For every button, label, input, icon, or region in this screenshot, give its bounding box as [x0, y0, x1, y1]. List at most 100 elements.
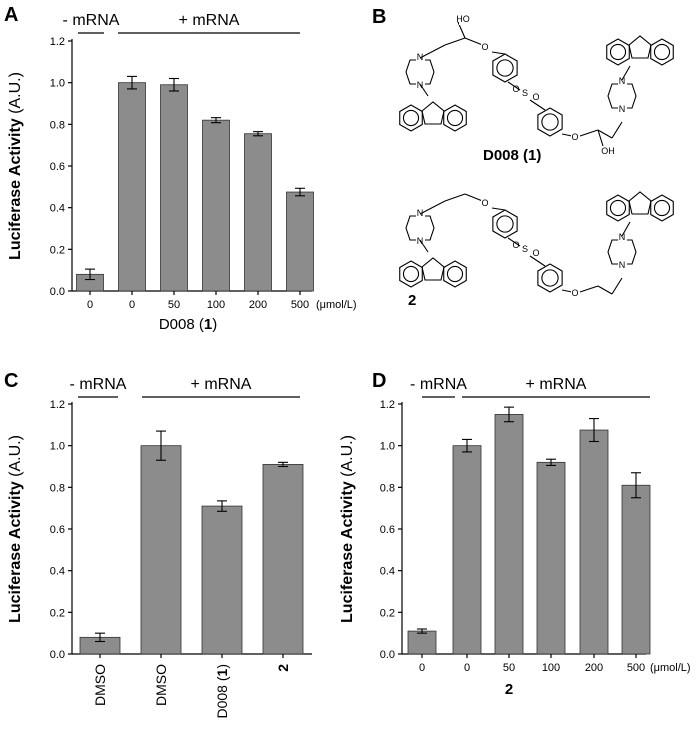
atom-bg	[512, 85, 521, 95]
y-tick-label: 0.8	[50, 119, 65, 131]
bond	[529, 255, 546, 267]
bar	[286, 191, 314, 292]
y-tick-label: 0.6	[50, 161, 65, 173]
y-tick-label: 0.8	[380, 482, 395, 494]
ring	[405, 215, 435, 241]
atom-label: O	[571, 288, 578, 298]
atom-label: O	[481, 42, 488, 52]
bond	[419, 83, 429, 97]
x-tick-label: 100	[207, 299, 225, 311]
group-label: - mRNA	[410, 376, 467, 393]
aromatic-circle	[609, 199, 627, 217]
atom-bg	[416, 81, 425, 91]
bond	[444, 37, 466, 46]
y-tick-label: 0.6	[380, 524, 395, 536]
aromatic-circle	[541, 113, 559, 131]
y-tick-label: 0.4	[380, 566, 395, 578]
bar-chart-c: 0.0 0.2 0.4 0.6 0.8 1.0 1.2 Luciferase Activity…	[7, 376, 312, 719]
aromatic-circle	[402, 265, 420, 283]
bond	[597, 129, 604, 147]
atom-label: N	[619, 76, 626, 86]
bond	[561, 133, 573, 137]
atom-bg	[618, 77, 627, 87]
y-tick-label: 1.0	[380, 441, 395, 453]
bar-chart-d: 0.0 0.2 0.4 0.6 0.8 1.0 1.2 Luciferase Activity…	[339, 376, 691, 698]
aromatic-circle	[653, 43, 671, 61]
atom-label: O	[512, 84, 519, 94]
bar-chart-a: 0.0 0.2 0.4 0.6 0.8 1.0 1.2 Luciferase Activity…	[7, 12, 357, 333]
atom-label: S	[522, 244, 528, 254]
x-unit-label: (μmol/L)	[650, 662, 691, 674]
aromatic-circle	[609, 43, 627, 61]
atom-bg	[571, 289, 580, 299]
atom-label: S	[522, 88, 528, 98]
x-tick-label: DMSO	[92, 664, 108, 706]
ring	[405, 59, 435, 85]
x-axis-title: 2	[505, 681, 513, 698]
group-label: + mRNA	[191, 376, 252, 393]
atom-label: O	[532, 92, 539, 102]
bond	[419, 44, 446, 59]
atom-bg	[604, 147, 613, 157]
atom-label: N	[417, 208, 424, 218]
x-tick-label: 50	[168, 299, 180, 311]
atom-bg	[532, 249, 541, 259]
aromatic-circle	[446, 109, 464, 127]
y-tick-label: 0.8	[50, 482, 65, 494]
atom-label: N	[417, 52, 424, 62]
y-tick-label: 0.4	[50, 203, 65, 215]
atom-label: N	[619, 104, 626, 114]
bond	[561, 289, 573, 293]
ring	[628, 35, 652, 59]
bar	[202, 119, 230, 292]
x-unit-label: (μmol/L)	[316, 299, 357, 311]
atom-label: N	[417, 236, 424, 246]
ring	[537, 263, 563, 293]
atom-label: O	[532, 248, 539, 258]
panel-letter-c: C	[4, 370, 18, 392]
x-tick-label: 0	[464, 662, 470, 674]
bond	[419, 239, 429, 253]
bar	[536, 461, 566, 655]
compound-1-label: D008 (1)	[483, 147, 541, 164]
ring	[628, 191, 652, 215]
y-tick-label: 1.2	[50, 36, 65, 48]
x-tick-label: DMSO	[153, 664, 169, 706]
y-tick-label: 0.2	[380, 607, 395, 619]
atom-bg	[416, 237, 425, 247]
atom-bg	[459, 15, 468, 25]
y-tick-label: 0.2	[50, 607, 65, 619]
bar	[621, 484, 651, 655]
bar	[262, 464, 304, 655]
x-tick-label: 0	[129, 299, 135, 311]
bond	[579, 285, 599, 293]
ring	[421, 257, 445, 281]
ring	[537, 107, 563, 137]
y-tick-label: 1.2	[380, 399, 395, 411]
bond	[491, 51, 506, 55]
atom-label: HO	[456, 14, 470, 24]
atom-label: OH	[601, 146, 615, 156]
y-tick-label: 1.2	[50, 399, 65, 411]
group-label: - mRNA	[63, 12, 120, 29]
y-axis-title: Luciferase Activity (A.U.)	[7, 435, 24, 623]
group-label: + mRNA	[526, 376, 587, 393]
group-label: + mRNA	[179, 12, 240, 29]
x-tick-label: 50	[503, 662, 515, 674]
aromatic-circle	[541, 269, 559, 287]
group-label: - mRNA	[70, 376, 127, 393]
x-axis-title: D008 (1)	[159, 316, 217, 333]
x-tick-label: 100	[542, 662, 560, 674]
bond	[621, 65, 631, 81]
bond	[529, 99, 546, 111]
ring	[607, 83, 637, 109]
atom-label: O	[481, 198, 488, 208]
x-tick-label: 2	[275, 664, 291, 672]
aromatic-circle	[402, 109, 420, 127]
aromatic-circle	[496, 59, 514, 77]
bar	[407, 630, 437, 655]
bond	[419, 200, 446, 215]
aromatic-circle	[446, 265, 464, 283]
